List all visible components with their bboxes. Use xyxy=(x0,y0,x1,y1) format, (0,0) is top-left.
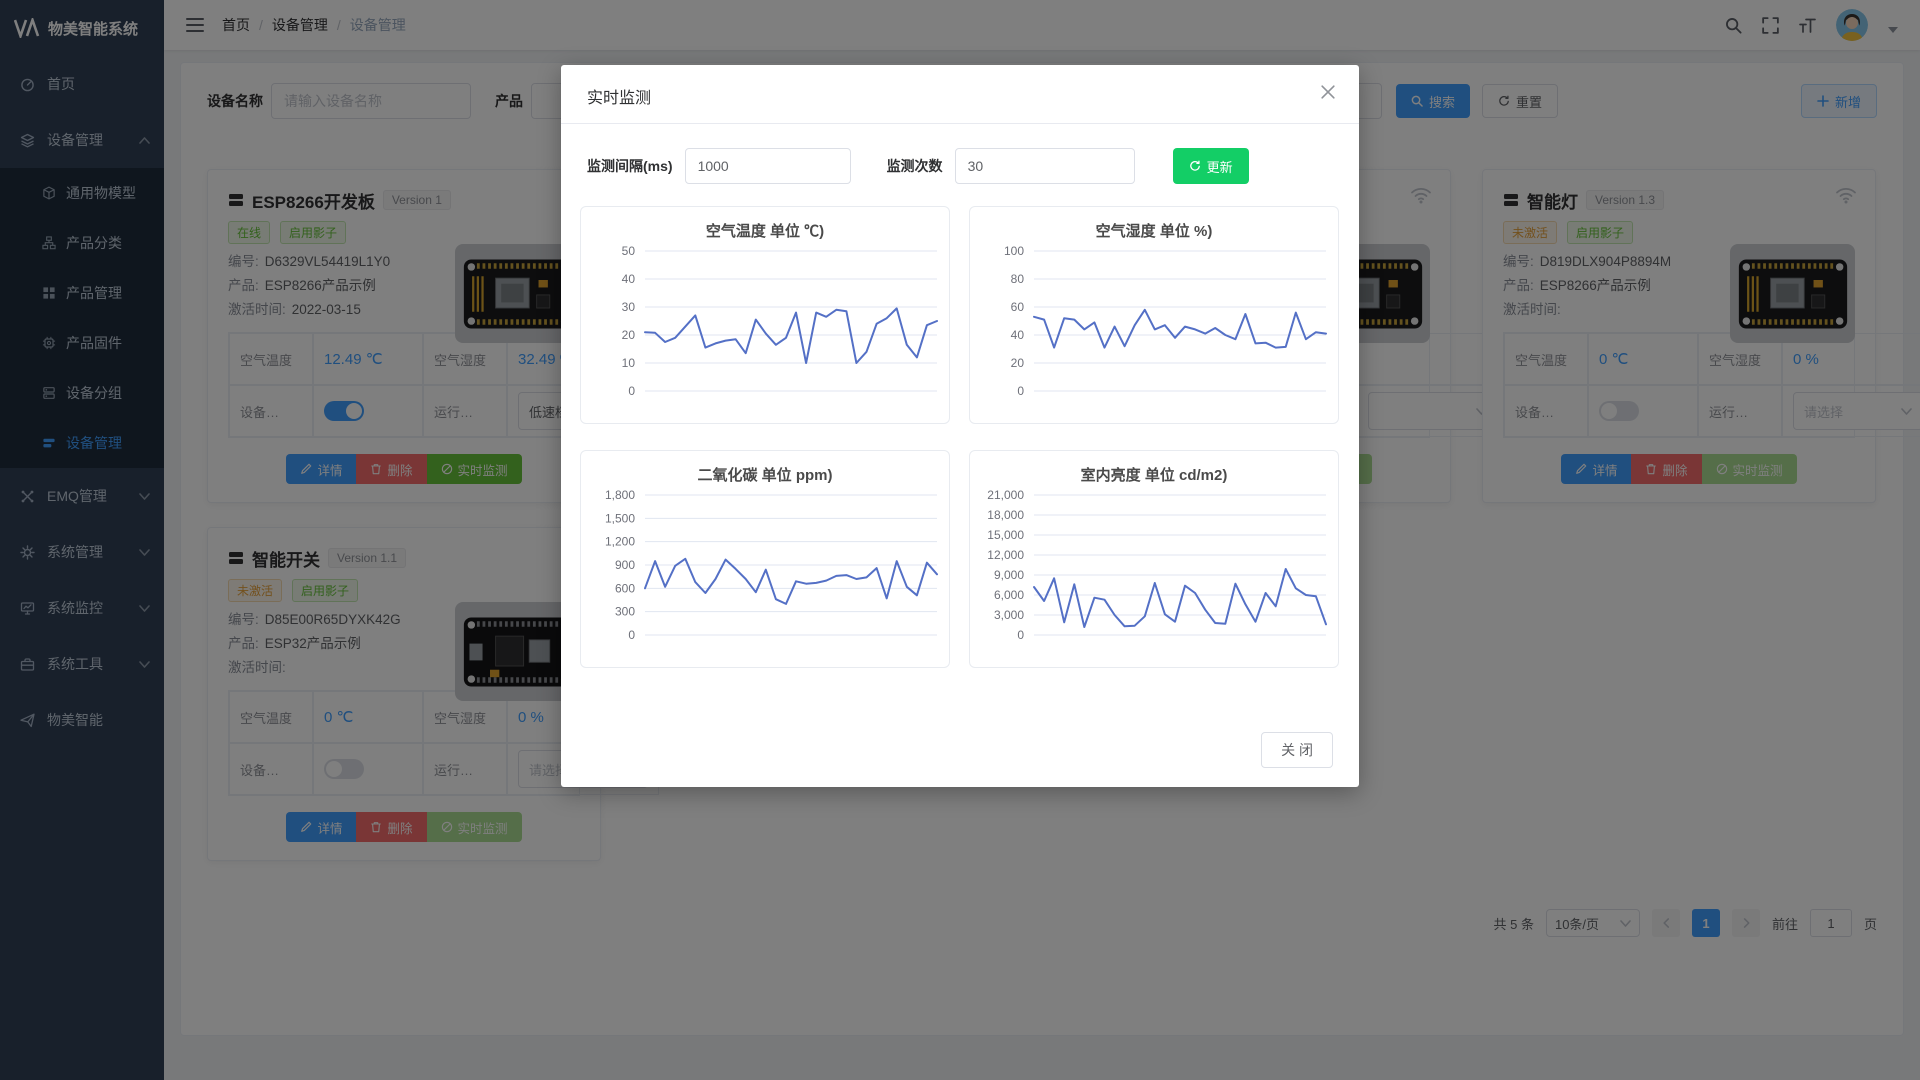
dialog-title: 实时监测 xyxy=(587,90,652,107)
interval-label: 监测间隔(ms) xyxy=(587,158,673,174)
svg-text:1,200: 1,200 xyxy=(605,535,635,549)
svg-text:300: 300 xyxy=(615,605,635,619)
svg-text:80: 80 xyxy=(1011,272,1025,286)
chart-title: 二氧化碳 单位 ppm) xyxy=(697,467,833,484)
chart-title: 空气湿度 单位 %) xyxy=(1095,223,1213,240)
svg-text:40: 40 xyxy=(1011,328,1025,342)
svg-text:0: 0 xyxy=(1017,384,1024,398)
svg-text:900: 900 xyxy=(615,558,635,572)
svg-text:9,000: 9,000 xyxy=(994,568,1024,582)
update-button[interactable]: 更新 xyxy=(1172,148,1249,184)
svg-text:10: 10 xyxy=(622,356,636,370)
svg-text:18,000: 18,000 xyxy=(987,508,1024,522)
svg-text:6,000: 6,000 xyxy=(994,588,1024,602)
chart-title: 室内亮度 单位 cd/m2) xyxy=(1080,467,1228,484)
realtime-monitor-dialog: 实时监测 监测间隔(ms) 监测次数 更新 空气温度 单位 ℃) 0 10 20 30… xyxy=(561,65,1359,787)
svg-text:20: 20 xyxy=(622,328,636,342)
indoor-brightness-line-chart: 0 3,000 6,000 9,000 12,000 15,000 18,000 21,000 xyxy=(987,488,1327,642)
svg-text:0: 0 xyxy=(628,628,635,642)
chart-air-temperature: 空气温度 单位 ℃) 0 10 20 30 40 50 xyxy=(580,206,950,424)
svg-text:600: 600 xyxy=(615,581,635,595)
svg-text:100: 100 xyxy=(1004,244,1024,258)
svg-text:21,000: 21,000 xyxy=(987,488,1024,502)
monitor-charts-grid: 空气温度 单位 ℃) 0 10 20 30 40 50 空气湿度 单位 %) 0 20 40 6… xyxy=(561,188,1359,686)
chart-indoor-brightness: 室内亮度 单位 cd/m2) 0 3,000 6,000 9,000 12,000 15,… xyxy=(969,450,1339,668)
svg-text:0: 0 xyxy=(628,384,635,398)
svg-text:1,800: 1,800 xyxy=(605,488,635,502)
close-icon[interactable] xyxy=(1321,85,1335,99)
svg-text:40: 40 xyxy=(622,272,636,286)
svg-text:1,500: 1,500 xyxy=(605,511,635,525)
chart-co2: 二氧化碳 单位 ppm) 0 300 600 900 1,200 1,500 1,800 xyxy=(580,450,950,668)
chart-title: 空气温度 单位 ℃) xyxy=(705,223,825,240)
refresh-icon xyxy=(1189,160,1200,171)
svg-text:0: 0 xyxy=(1017,628,1024,642)
svg-text:3,000: 3,000 xyxy=(994,608,1024,622)
svg-text:60: 60 xyxy=(1011,300,1025,314)
svg-text:15,000: 15,000 xyxy=(987,528,1024,542)
interval-input[interactable] xyxy=(684,148,851,184)
air-temperature-line-chart: 0 10 20 30 40 50 xyxy=(622,244,938,398)
chart-air-humidity: 空气湿度 单位 %) 0 20 40 60 80 100 xyxy=(969,206,1339,424)
air-humidity-line-chart: 0 20 40 60 80 100 xyxy=(1004,244,1327,398)
dialog-close-button[interactable]: 关 闭 xyxy=(1261,732,1333,768)
svg-text:50: 50 xyxy=(622,244,636,258)
count-input[interactable] xyxy=(954,148,1135,184)
svg-text:20: 20 xyxy=(1011,356,1025,370)
svg-text:30: 30 xyxy=(622,300,636,314)
svg-text:12,000: 12,000 xyxy=(987,548,1024,562)
count-label: 监测次数 xyxy=(886,158,943,174)
monitor-settings-form: 监测间隔(ms) 监测次数 更新 xyxy=(561,124,1359,188)
co2-line-chart: 0 300 600 900 1,200 1,500 1,800 xyxy=(605,488,938,642)
